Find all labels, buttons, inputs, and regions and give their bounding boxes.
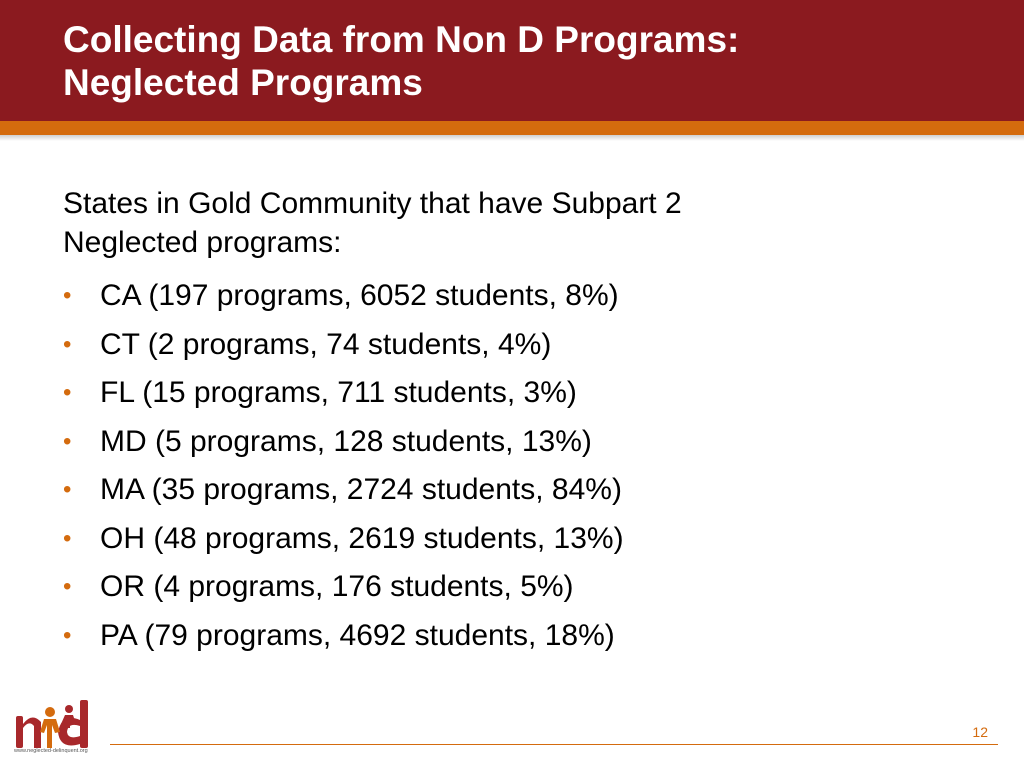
list-item: • MD (5 programs, 128 students, 13%) (63, 420, 963, 469)
slide-title-line-2: Neglected Programs (63, 62, 423, 103)
bullet-icon: • (63, 573, 72, 600)
bullet-icon: • (63, 379, 72, 406)
list-item-text: MD (5 programs, 128 students, 13%) (100, 424, 592, 458)
bullet-icon: • (63, 524, 72, 552)
list-item-text: FL (15 programs, 711 students, 3%) (100, 376, 577, 409)
list-item: • OH (48 programs, 2619 students, 13%) (63, 517, 963, 566)
list-item: • CT (2 programs, 74 students, 4%) (63, 323, 963, 372)
list-item: • CA (197 programs, 6052 students, 8%) (63, 274, 963, 323)
list-item: • FL (15 programs, 711 students, 3%) (63, 371, 963, 420)
list-item: • OR (4 programs, 176 students, 5%) (63, 565, 963, 614)
list-item-text: PA (79 programs, 4692 students, 18%) (100, 618, 615, 652)
bullet-icon: • (63, 282, 72, 309)
intro-line-2: Neglected programs: (63, 226, 342, 259)
list-item-text: MA (35 programs, 2724 students, 84%) (100, 473, 622, 506)
list-item-text: OR (4 programs, 176 students, 5%) (100, 570, 574, 603)
footer-divider (110, 744, 998, 745)
state-list: • CA (197 programs, 6052 students, 8%) • C… (63, 274, 963, 662)
list-item-text: CT (2 programs, 74 students, 4%) (100, 327, 552, 361)
slide-title-line-1: Collecting Data from Non D Programs: (63, 19, 740, 60)
intro-text: States in Gold Community that have Subpa… (63, 184, 963, 262)
title-accent-stripe (0, 121, 1024, 135)
page-number: 12 (972, 724, 988, 740)
title-shadow (0, 135, 1024, 141)
list-item-text: CA (197 programs, 6052 students, 8%) (100, 279, 619, 312)
bullet-icon: • (63, 476, 72, 503)
list-item: • PA (79 programs, 4692 students, 18%) (63, 614, 963, 663)
logo-url: www.neglected-delinquent.org (14, 748, 88, 754)
list-item: • MA (35 programs, 2724 students, 84%) (63, 468, 963, 517)
title-bar (0, 0, 1024, 121)
list-item-text: OH (48 programs, 2619 students, 13%) (100, 521, 624, 555)
nd-logo-icon (16, 700, 88, 748)
bullet-icon: • (63, 427, 72, 455)
bullet-icon: • (63, 330, 72, 358)
bullet-icon: • (63, 621, 72, 649)
intro-line-1: States in Gold Community that have Subpa… (63, 187, 682, 220)
slide-title: Collecting Data from Non D Programs: Neg… (63, 18, 993, 104)
